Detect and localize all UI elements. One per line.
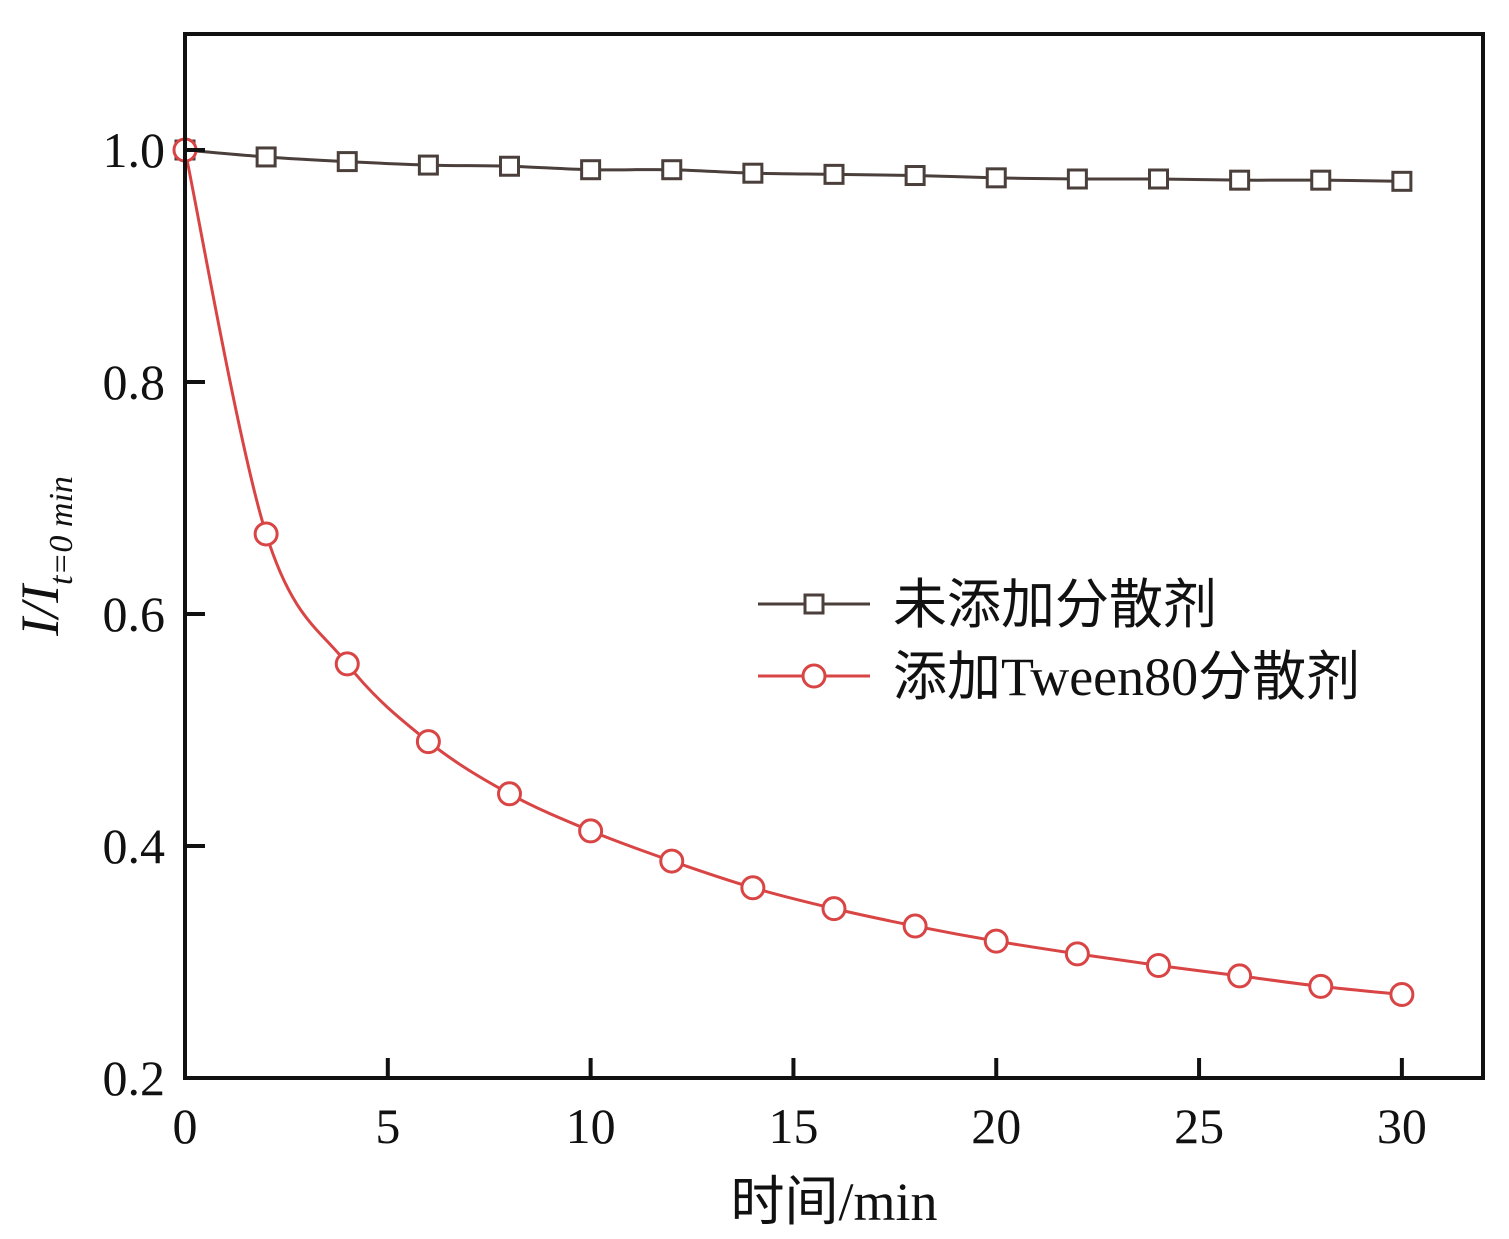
data-point [1391, 170, 1413, 192]
legend-entry-1: 未添加分散剂 [758, 575, 1217, 635]
x-tick-label: 0 [173, 1098, 198, 1154]
y-tick-label: 0.6 [103, 586, 166, 642]
y-tick-label: 0.4 [103, 818, 166, 874]
x-axis-title: 时间/min [730, 1172, 937, 1232]
series-2 [172, 137, 1415, 1007]
data-point [904, 165, 926, 187]
y-tick-label: 0.8 [103, 354, 166, 410]
data-point [983, 928, 1009, 954]
data-point [1146, 952, 1171, 978]
x-tick-label: 10 [566, 1098, 616, 1154]
legend-marker [803, 593, 825, 615]
legend-marker [801, 663, 827, 689]
plot-frame [183, 32, 1485, 1080]
data-point [661, 159, 683, 181]
legend-label: 未添加分散剂 [893, 575, 1217, 635]
data-point [1229, 169, 1251, 191]
data-point [417, 154, 439, 176]
data-point [499, 155, 520, 177]
data-point [497, 781, 522, 807]
series-line [183, 149, 1403, 996]
data-point [255, 146, 277, 168]
data-point [1148, 168, 1169, 190]
x-tick-label: 15 [768, 1098, 818, 1154]
data-point [985, 167, 1007, 189]
series-layer [172, 137, 1415, 1007]
data-point [1308, 973, 1334, 999]
data-point [1389, 981, 1415, 1007]
y-axis-title-main: I/I [10, 582, 70, 637]
y-tick-label: 1.0 [103, 122, 166, 178]
data-point [742, 162, 764, 184]
data-point [1227, 963, 1253, 989]
data-point [415, 729, 441, 755]
x-tick-label: 20 [971, 1098, 1021, 1154]
data-point [336, 151, 358, 173]
x-tick-label: 30 [1377, 1098, 1427, 1154]
x-tick-label: 5 [375, 1098, 400, 1154]
x-tick-label: 25 [1174, 1098, 1224, 1154]
data-point [1310, 169, 1332, 191]
data-point [578, 818, 604, 844]
data-point [1064, 941, 1090, 967]
data-point [740, 875, 766, 901]
data-point [821, 896, 847, 922]
data-point [1066, 168, 1088, 190]
data-point [334, 651, 360, 677]
data-point [580, 159, 602, 181]
y-axis-title-sub: t=0 min [43, 476, 80, 585]
legend-entry-2: 添加Tween80分散剂 [758, 647, 1360, 707]
data-point [823, 163, 845, 185]
svg-text:I/It=0 min: I/It=0 min [10, 476, 80, 637]
data-point [902, 913, 928, 939]
ticks-layer: 0 5 10 15 20 25 30 0.2 0.4 0.6 0.8 1.0 [103, 122, 1427, 1154]
y-axis-title: I/It=0 min [10, 476, 80, 637]
data-point [659, 848, 685, 874]
data-point [253, 521, 279, 547]
y-tick-label: 0.2 [103, 1050, 166, 1106]
series-line [184, 148, 1402, 183]
legend-label: 添加Tween80分散剂 [893, 647, 1360, 707]
series-1 [174, 139, 1413, 192]
